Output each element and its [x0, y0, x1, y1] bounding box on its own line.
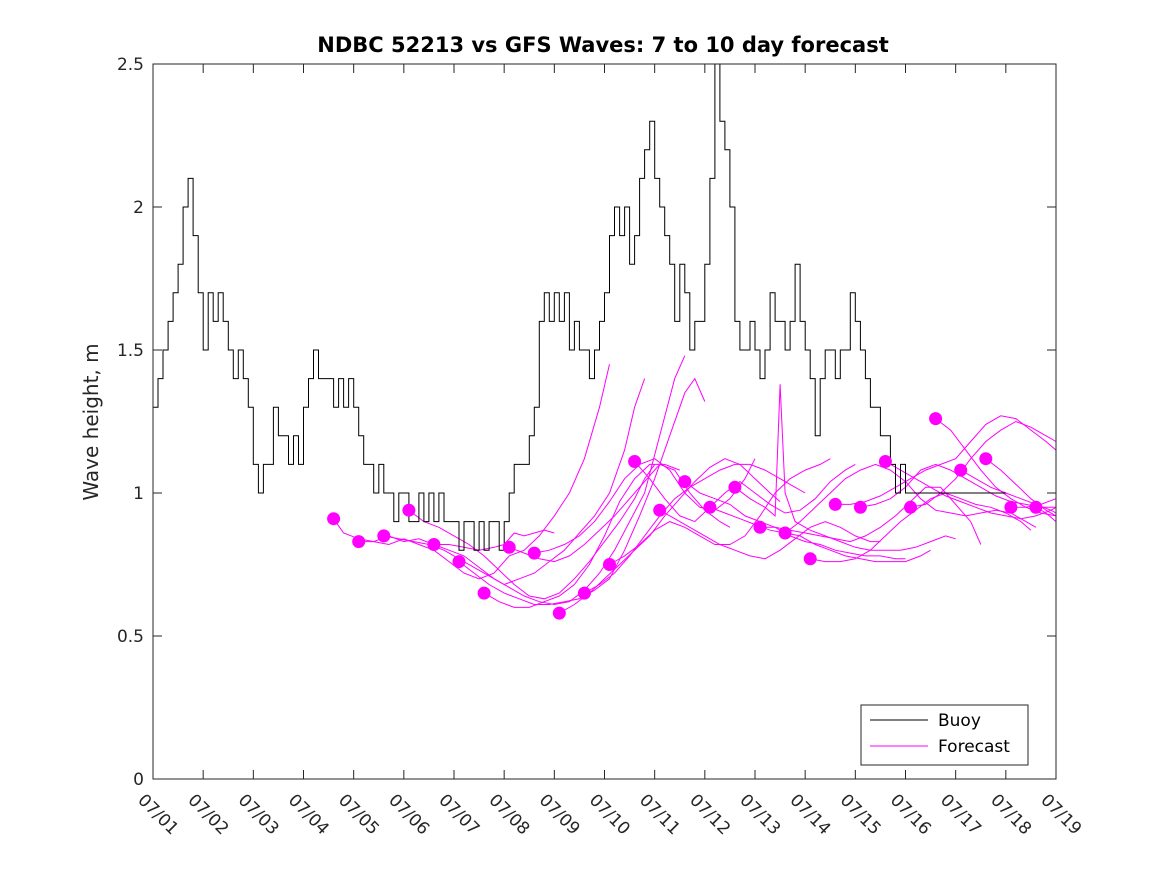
- forecast-marker-15: [703, 500, 717, 514]
- forecast-line-7: [509, 463, 731, 563]
- forecast-line-12: [634, 461, 856, 523]
- forecast-marker-25: [954, 463, 968, 477]
- forecast-marker-8: [527, 546, 541, 560]
- forecast-line-8: [534, 458, 756, 554]
- legend: Buoy Forecast: [860, 704, 1029, 766]
- forecast-line-10: [584, 463, 806, 594]
- forecast-marker-7: [502, 540, 516, 554]
- forecast-marker-23: [904, 500, 917, 514]
- buoy-line: [153, 63, 1006, 551]
- forecast-markers-layer: [327, 412, 1043, 620]
- forecast-line-3: [408, 464, 656, 600]
- forecast-marker-21: [853, 500, 867, 514]
- forecast-line-4: [433, 355, 686, 606]
- forecast-marker-10: [577, 586, 591, 600]
- forecast-line-11: [609, 458, 831, 565]
- y-tick-label-2: 1: [133, 484, 144, 504]
- forecast-line-15: [709, 506, 931, 563]
- forecast-marker-13: [653, 503, 667, 517]
- y-tick-label-5: 2.5: [117, 55, 144, 75]
- y-tick-label-3: 1.5: [117, 341, 144, 361]
- forecast-marker-14: [678, 475, 692, 489]
- forecast-line-22: [885, 461, 1057, 520]
- forecast-marker-27: [1004, 500, 1018, 514]
- forecast-line-14: [684, 481, 906, 560]
- legend-buoy-label: Buoy: [938, 711, 981, 731]
- forecast-line-17: [760, 486, 982, 545]
- forecast-line-6: [483, 463, 680, 608]
- legend-box: [860, 704, 1029, 766]
- forecast-marker-6: [477, 586, 491, 600]
- forecast-marker-2: [377, 529, 391, 543]
- y-tick-label-4: 2: [133, 198, 144, 218]
- forecast-marker-3: [402, 503, 416, 517]
- forecast-marker-18: [778, 526, 792, 540]
- forecast-marker-0: [327, 512, 341, 526]
- forecast-marker-22: [878, 455, 892, 468]
- y-tick-label-0: 0: [133, 770, 144, 790]
- forecast-marker-19: [803, 552, 817, 566]
- forecast-marker-11: [603, 558, 616, 571]
- forecast-marker-26: [979, 452, 993, 466]
- forecast-line-26: [985, 458, 1057, 517]
- forecast-marker-24: [929, 412, 943, 426]
- forecast-line-25: [960, 469, 1057, 514]
- legend-forecast-label: Forecast: [938, 737, 1010, 757]
- forecast-marker-9: [552, 606, 566, 620]
- forecast-marker-12: [628, 455, 642, 468]
- forecast-marker-4: [427, 538, 441, 551]
- y-tick-label-1: 0.5: [117, 627, 144, 647]
- y-axis-label: Wave height, m: [79, 343, 103, 500]
- forecast-line-23: [910, 420, 1057, 508]
- forecast-marker-1: [352, 535, 366, 549]
- forecast-marker-20: [828, 497, 842, 511]
- forecast-marker-5: [452, 555, 466, 569]
- chart-title: NDBC 52213 vs GFS Waves: 7 to 10 day for…: [317, 33, 888, 57]
- forecast-marker-16: [728, 480, 742, 494]
- forecast-line-13: [659, 509, 881, 560]
- forecast-marker-17: [753, 520, 767, 534]
- forecast-marker-28: [1029, 500, 1043, 514]
